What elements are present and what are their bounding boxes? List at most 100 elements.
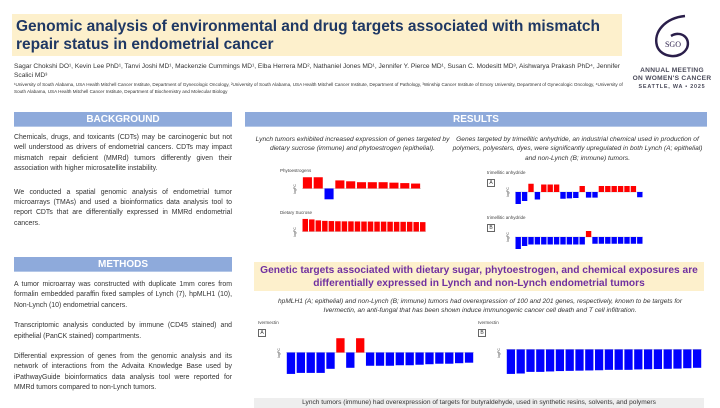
bar xyxy=(560,192,566,199)
chart-dietary-sucrose: Dietary Sucrose logFC xyxy=(280,210,430,254)
panel-label: A xyxy=(258,329,266,337)
results-heading-bar: RESULTS xyxy=(245,112,707,127)
bar xyxy=(326,352,335,369)
y-axis-label: logFC xyxy=(506,232,510,242)
bar xyxy=(335,180,345,189)
bar xyxy=(346,352,355,368)
background-paragraph-2: We conducted a spatial genomic analysis … xyxy=(14,188,232,227)
bar-chart-svg xyxy=(286,338,474,374)
chart-title: trimellitic anhydride xyxy=(487,170,526,175)
bar xyxy=(592,192,598,198)
bar xyxy=(356,182,367,189)
y-axis-label: logFC xyxy=(497,347,501,358)
methods-paragraph-1: A tumor microarray was constructed with … xyxy=(14,281,232,309)
title-box: Genomic analysis of environmental and dr… xyxy=(12,14,622,56)
bar-chart-svg xyxy=(515,183,643,204)
chart-title: Ivermectin xyxy=(478,320,499,325)
bar xyxy=(598,186,605,192)
bar xyxy=(387,221,393,232)
bar xyxy=(515,237,521,249)
sgo-logo: SGO ANNUAL MEETING ON WOMEN'S CANCER SEA… xyxy=(628,12,716,98)
results-caption-4: Lynch tumors (immune) had overexpression… xyxy=(254,398,704,408)
bar xyxy=(306,352,315,373)
bar xyxy=(506,349,516,374)
bar xyxy=(534,192,541,200)
background-heading: BACKGROUND xyxy=(14,112,232,127)
bar xyxy=(553,184,560,192)
y-axis-label: logFC xyxy=(506,187,510,197)
bar xyxy=(400,183,410,189)
bar xyxy=(395,352,404,366)
bar xyxy=(322,220,328,232)
bar xyxy=(575,349,584,371)
chart-title: Dietary Sucrose xyxy=(280,210,313,215)
affiliations: ¹University of South Alabama, USA Health… xyxy=(14,82,623,94)
bar xyxy=(374,221,380,232)
bar-chart-svg xyxy=(302,218,426,232)
bar xyxy=(521,237,528,246)
bar xyxy=(286,352,296,374)
bar xyxy=(411,183,421,189)
bar xyxy=(400,221,406,232)
bar xyxy=(361,221,367,232)
bar xyxy=(566,237,573,245)
bar xyxy=(302,177,312,189)
bar xyxy=(617,186,624,192)
bar xyxy=(419,222,426,232)
bar xyxy=(336,338,345,353)
chart-title: Ivermectin xyxy=(258,320,279,325)
bar xyxy=(653,349,663,370)
bar xyxy=(579,186,585,192)
bar xyxy=(604,349,614,370)
bar xyxy=(528,183,534,192)
y-axis-label: logFC xyxy=(293,183,297,194)
bar xyxy=(541,237,547,245)
bar xyxy=(393,221,400,232)
panel-label: A xyxy=(487,179,495,187)
methods-heading: METHODS xyxy=(14,257,232,272)
bar xyxy=(585,349,594,371)
panel-label: B xyxy=(487,224,495,232)
results-caption-3: hpMLH1 (A; epithelial) and non-Lynch (B;… xyxy=(277,298,683,315)
bar xyxy=(455,352,464,364)
bar xyxy=(545,349,555,372)
bar xyxy=(445,352,454,364)
bar xyxy=(324,188,334,200)
bar xyxy=(296,352,305,373)
bar xyxy=(553,237,560,245)
key-finding-banner: Genetic targets associated with dietary … xyxy=(254,262,704,291)
bar xyxy=(555,349,565,372)
bar xyxy=(413,222,419,232)
y-axis-label: logFC xyxy=(277,347,281,358)
bar xyxy=(692,349,702,368)
bar xyxy=(683,349,692,369)
y-axis-label: logFC xyxy=(293,226,297,237)
bar xyxy=(634,349,643,370)
poster-title: Genomic analysis of environmental and dr… xyxy=(16,18,600,53)
bar xyxy=(313,177,323,189)
bar xyxy=(605,237,611,244)
bar xyxy=(598,237,605,244)
bar xyxy=(594,349,604,371)
bar xyxy=(309,219,315,232)
bar-chart-svg xyxy=(506,349,702,374)
methods-section: METHODS A tumor microarray was construct… xyxy=(14,257,232,394)
bar xyxy=(528,237,534,245)
bar xyxy=(585,231,592,237)
bar xyxy=(566,192,573,199)
bar xyxy=(611,186,617,192)
bar xyxy=(526,349,535,372)
logo-line-3: SEATTLE, WA • 2025 xyxy=(638,84,706,90)
panel-label: B xyxy=(478,329,486,337)
bar xyxy=(536,349,545,372)
bar xyxy=(605,186,611,192)
bar xyxy=(367,221,374,232)
bar xyxy=(367,182,377,189)
bar xyxy=(579,237,585,245)
bar xyxy=(405,352,414,366)
bar xyxy=(573,192,579,198)
chart-title: Phytoestrogens xyxy=(280,168,312,173)
bar xyxy=(435,352,444,364)
